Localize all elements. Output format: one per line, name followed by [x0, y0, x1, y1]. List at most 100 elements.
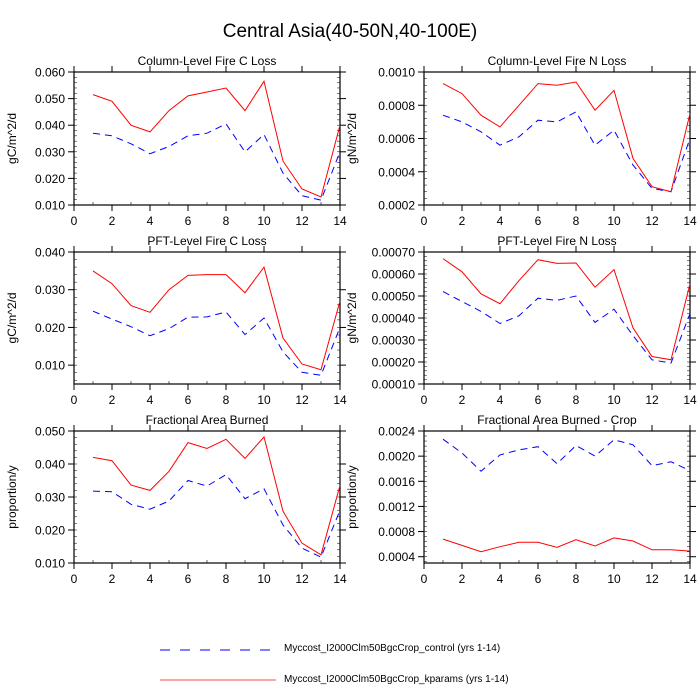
x-tick-label: 10	[257, 572, 271, 586]
series-line-kparams	[442, 537, 691, 553]
y-tick-label: 0.0008	[378, 525, 415, 539]
y-tick-label: 0.040	[35, 119, 65, 133]
panel-title: Column-Level Fire C Loss	[138, 54, 277, 68]
y-axis-label: proportion/y	[345, 465, 359, 528]
x-tick-label: 8	[223, 572, 230, 586]
x-tick-label: 4	[147, 572, 154, 586]
x-tick-label: 12	[645, 393, 659, 407]
series-line-control	[442, 111, 691, 193]
y-tick-label: 0.00010	[372, 378, 416, 392]
x-tick-label: 0	[421, 214, 428, 228]
x-tick-label: 4	[497, 572, 504, 586]
series-line-kparams	[92, 80, 341, 198]
x-tick-label: 14	[333, 214, 347, 228]
y-tick-label: 0.030	[35, 145, 65, 159]
y-tick-label: 0.040	[35, 246, 65, 260]
panel-title: Fractional Area Burned	[146, 413, 269, 427]
x-tick-label: 4	[497, 214, 504, 228]
y-tick-label: 0.0020	[378, 450, 415, 464]
y-tick-label: 0.050	[35, 92, 65, 106]
series-line-kparams	[92, 265, 341, 371]
x-tick-label: 8	[573, 214, 580, 228]
x-tick-label: 2	[459, 393, 466, 407]
plot-frame	[73, 251, 341, 385]
x-tick-label: 0	[421, 572, 428, 586]
series-line-control	[92, 310, 341, 376]
x-tick-label: 12	[645, 214, 659, 228]
x-tick-label: 0	[71, 572, 78, 586]
y-tick-label: 0.0008	[378, 99, 415, 113]
x-tick-label: 14	[333, 572, 347, 586]
y-tick-label: 0.030	[35, 283, 65, 297]
series-line-control	[442, 291, 691, 364]
x-tick-label: 12	[295, 214, 309, 228]
y-tick-label: 0.060	[35, 66, 65, 80]
series-line-kparams	[92, 435, 341, 556]
x-tick-label: 8	[573, 572, 580, 586]
x-tick-label: 10	[607, 572, 621, 586]
panel-title: Fractional Area Burned - Crop	[477, 413, 637, 427]
y-tick-label: 0.020	[35, 524, 65, 538]
x-tick-label: 2	[459, 214, 466, 228]
y-axis-label: gC/m^2/d	[5, 293, 19, 344]
x-tick-label: 4	[147, 393, 154, 407]
x-tick-label: 12	[295, 572, 309, 586]
y-tick-label: 0.0004	[378, 550, 415, 564]
x-tick-label: 8	[223, 214, 230, 228]
y-tick-label: 0.0024	[378, 425, 415, 439]
x-tick-label: 2	[109, 214, 116, 228]
plot-frame	[423, 71, 691, 206]
y-tick-label: 0.0016	[378, 475, 415, 489]
panel-title: Column-Level Fire N Loss	[488, 54, 627, 68]
x-tick-label: 2	[109, 393, 116, 407]
y-tick-label: 0.040	[35, 458, 65, 472]
chart-panel-3: 0 2 4 6 8 10 12 14 0.010 0.020 0.030 0.040 PFT-Level…	[5, 234, 347, 407]
plot-frame	[73, 430, 341, 564]
legend-label-kparams: Myccost_I2000Clm50BgcCrop_kparams (yrs 1…	[284, 674, 509, 685]
y-tick-label: 0.020	[35, 321, 65, 335]
x-tick-label: 6	[185, 214, 192, 228]
x-tick-label: 10	[257, 393, 271, 407]
y-tick-label: 0.010	[35, 199, 65, 213]
x-tick-label: 10	[257, 214, 271, 228]
chart-panel-2: 0 2 4 6 8 10 12 14 0.0002 0.0004 0.0006 0.0008 0.001…	[345, 54, 697, 228]
y-axis-label: gN/m^2/d	[345, 293, 359, 344]
legend-label-control: Myccost_I2000Clm50BgcCrop_control (yrs 1…	[284, 643, 501, 654]
panel-title: PFT-Level Fire C Loss	[147, 234, 266, 248]
y-tick-label: 0.020	[35, 172, 65, 186]
y-tick-label: 0.00050	[372, 290, 416, 304]
x-tick-label: 12	[645, 572, 659, 586]
y-tick-label: 0.010	[35, 359, 65, 373]
figure-title: Central Asia(40-50N,40-100E)	[222, 21, 478, 42]
x-tick-label: 2	[459, 572, 466, 586]
y-axis-label: gN/m^2/d	[345, 113, 359, 164]
y-axis-label: gC/m^2/d	[5, 113, 19, 164]
x-tick-label: 6	[535, 393, 542, 407]
plot-frame	[423, 430, 691, 564]
y-tick-label: 0.0006	[378, 132, 415, 146]
series-line-control	[442, 438, 691, 472]
series-line-kparams	[442, 81, 691, 193]
x-tick-label: 6	[535, 214, 542, 228]
chart-panel-4: 0 2 4 6 8 10 12 14 0.00010 0.00020 0.00030 0.00040 0…	[345, 234, 697, 407]
series-line-control	[92, 473, 341, 558]
plot-frame	[423, 251, 691, 385]
x-tick-label: 14	[683, 572, 697, 586]
x-tick-label: 0	[421, 393, 428, 407]
y-tick-label: 0.00070	[372, 246, 416, 260]
y-tick-label: 0.00020	[372, 356, 416, 370]
chart-panel-6: 0 2 4 6 8 10 12 14 0.0004 0.0008 0.0012 0.0016 0.002…	[345, 413, 697, 586]
x-tick-label: 0	[71, 214, 78, 228]
x-tick-label: 6	[535, 572, 542, 586]
x-tick-label: 2	[109, 572, 116, 586]
x-tick-label: 4	[497, 393, 504, 407]
panel-title: PFT-Level Fire N Loss	[497, 234, 616, 248]
x-tick-label: 14	[333, 393, 347, 407]
chart-panel-5: 0 2 4 6 8 10 12 14 0.010 0.020 0.030 0.040 0.050 Frac…	[5, 413, 347, 586]
y-tick-label: 0.010	[35, 557, 65, 571]
x-tick-label: 4	[147, 214, 154, 228]
chart-panel-1: 0 2 4 6 8 10 12 14 0.010 0.020 0.030 0.040 0.050 0.06…	[5, 54, 347, 228]
y-tick-label: 0.030	[35, 491, 65, 505]
y-tick-label: 0.0004	[378, 165, 415, 179]
